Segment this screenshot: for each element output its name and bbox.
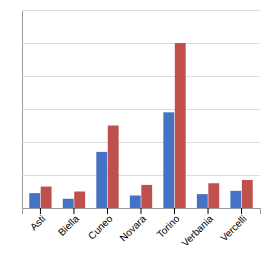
bar xyxy=(175,43,186,208)
x-tick: Torino xyxy=(155,208,182,240)
x-tick-label: Cuneo xyxy=(86,213,115,242)
y-tick xyxy=(22,43,260,44)
x-tick-label: Verbania xyxy=(179,213,215,249)
series xyxy=(29,112,241,208)
y-tick xyxy=(22,76,260,77)
y-tick xyxy=(22,175,260,176)
bar xyxy=(141,185,152,208)
grid-line xyxy=(22,43,260,44)
bar xyxy=(41,187,52,208)
y-tick xyxy=(22,142,260,143)
bars xyxy=(29,43,252,208)
grid-line xyxy=(22,76,260,77)
x-axis-line xyxy=(23,209,261,215)
bar xyxy=(230,191,241,208)
grid-line xyxy=(22,142,260,143)
x-tick-label: Torino xyxy=(155,213,182,240)
tick-mark xyxy=(208,208,209,214)
x-tick-label: Biella xyxy=(56,213,81,238)
tick-mark xyxy=(174,208,175,214)
x-tick: Vercelli xyxy=(218,208,249,244)
x-tick: Verbania xyxy=(179,208,215,249)
x-tick-label: Novara xyxy=(117,213,148,244)
bar xyxy=(163,112,174,208)
bar xyxy=(63,199,74,208)
x-tick-label: Vercelli xyxy=(218,213,249,244)
tick-mark xyxy=(141,208,142,214)
chart: Asti BiellaCuneoNovara TorinoVerbaniaVerce… xyxy=(0,0,270,270)
x-tick: Asti xyxy=(28,208,48,233)
bar xyxy=(29,193,40,208)
x-tick: Cuneo xyxy=(86,208,115,242)
x-axis: Asti BiellaCuneoNovara TorinoVerbaniaVerce… xyxy=(23,208,261,249)
bar xyxy=(130,195,141,208)
grid-line xyxy=(22,175,260,176)
y-tick xyxy=(22,10,260,11)
y-axis xyxy=(22,11,260,209)
plot: Asti BiellaCuneoNovara TorinoVerbaniaVerce… xyxy=(22,11,261,249)
bar xyxy=(96,152,107,208)
bar xyxy=(197,194,208,208)
x-tick-label: Asti xyxy=(28,213,48,233)
bar xyxy=(108,126,119,209)
y-tick xyxy=(22,109,260,110)
y-axis-line xyxy=(23,11,261,209)
tick-mark xyxy=(107,208,108,214)
x-tick: Novara xyxy=(117,208,148,244)
grid-line xyxy=(22,10,260,11)
tick-mark xyxy=(73,208,74,214)
bar xyxy=(208,183,219,208)
bar xyxy=(74,192,85,209)
x-tick: Biella xyxy=(56,208,81,238)
series xyxy=(41,43,253,208)
tick-mark xyxy=(40,208,41,214)
tick-mark xyxy=(241,208,242,214)
grid-line xyxy=(22,109,260,110)
bar xyxy=(242,180,253,208)
